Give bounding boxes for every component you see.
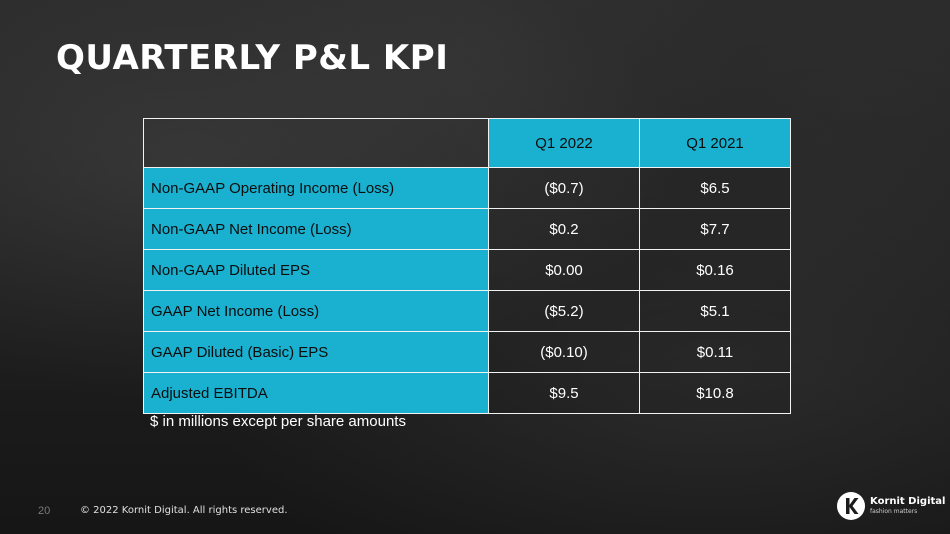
value-q1-2021: $0.11 [639,331,791,373]
row-label: Adjusted EBITDA [143,372,489,414]
header-q1-2022: Q1 2022 [488,118,640,168]
value-q1-2022: $0.00 [488,249,640,291]
value-q1-2021: $6.5 [639,167,791,209]
header-q1-2021: Q1 2021 [639,118,791,168]
table-row: GAAP Diluted (Basic) EPS ($0.10) $0.11 [143,331,791,373]
header-blank-cell [143,118,489,168]
logo-brand-text: Kornit Digital [870,496,946,507]
value-q1-2021: $10.8 [639,372,791,414]
table-row: Adjusted EBITDA $9.5 $10.8 [143,372,791,414]
value-q1-2021: $0.16 [639,249,791,291]
table-row: Non-GAAP Net Income (Loss) $0.2 $7.7 [143,208,791,250]
table-row: Non-GAAP Operating Income (Loss) ($0.7) … [143,167,791,209]
page-number: 20 [38,505,51,517]
footnote: $ in millions except per share amounts [150,413,406,430]
logo-tagline: fashion matters [870,508,918,515]
value-q1-2022: $9.5 [488,372,640,414]
value-q1-2022: ($5.2) [488,290,640,332]
row-label: Non-GAAP Net Income (Loss) [143,208,489,250]
row-label: Non-GAAP Operating Income (Loss) [143,167,489,209]
value-q1-2021: $5.1 [639,290,791,332]
value-q1-2022: $0.2 [488,208,640,250]
value-q1-2022: ($0.10) [488,331,640,373]
company-logo: Kornit Digital fashion matters [836,491,946,523]
value-q1-2021: $7.7 [639,208,791,250]
row-label: GAAP Diluted (Basic) EPS [143,331,489,373]
kpi-table: Q1 2022 Q1 2021 Non-GAAP Operating Incom… [143,118,791,414]
table-header-row: Q1 2022 Q1 2021 [143,118,791,168]
slide-title: QUARTERLY P&L KPI [56,38,449,78]
kornit-k-logo-icon [837,492,865,520]
value-q1-2022: ($0.7) [488,167,640,209]
row-label: Non-GAAP Diluted EPS [143,249,489,291]
table-row: Non-GAAP Diluted EPS $0.00 $0.16 [143,249,791,291]
row-label: GAAP Net Income (Loss) [143,290,489,332]
table-row: GAAP Net Income (Loss) ($5.2) $5.1 [143,290,791,332]
copyright-text: © 2022 Kornit Digital. All rights reserv… [80,505,288,516]
